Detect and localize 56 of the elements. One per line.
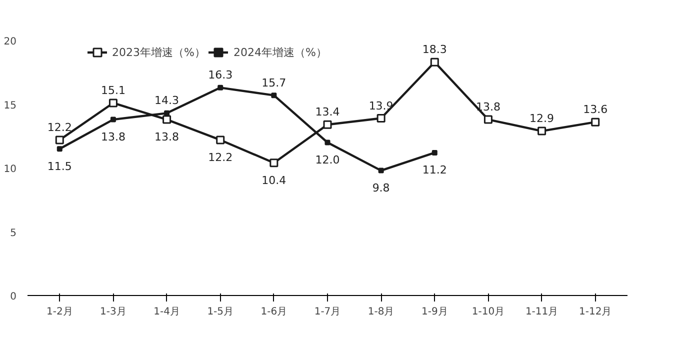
point	[218, 84, 224, 90]
data-label: 13.9	[368, 99, 394, 112]
point	[538, 126, 546, 136]
point	[55, 136, 64, 144]
point	[323, 120, 332, 129]
y-tick-label: 15	[4, 100, 17, 112]
data-label: 13.8	[476, 100, 500, 114]
x-tick-label: 1-8月	[368, 306, 394, 318]
x-tick-label: 1-4月	[154, 306, 180, 318]
data-label: 13.8	[154, 130, 180, 144]
data-label: 16.3	[208, 68, 233, 82]
point	[271, 92, 277, 98]
point	[376, 114, 386, 123]
x-tick-label: 1-9月	[421, 306, 448, 318]
point	[164, 110, 170, 116]
point	[110, 116, 116, 122]
data-label: 12.9	[530, 112, 554, 126]
point	[430, 58, 439, 66]
data-label: 15.1	[100, 84, 126, 97]
data-label: 15.7	[262, 76, 286, 90]
point	[270, 158, 278, 168]
x-tick-label: 1-5月	[207, 306, 234, 318]
data-label: 9.8	[372, 182, 390, 195]
x-tick-label: 1-2月	[46, 306, 73, 318]
point	[432, 150, 438, 156]
data-label: 12.2	[208, 150, 233, 164]
point	[162, 115, 172, 124]
legend-label: 2023年增速（%）	[112, 44, 206, 60]
point	[108, 98, 118, 108]
point	[378, 168, 384, 174]
y-tick-label: 20	[4, 36, 17, 48]
point	[591, 118, 600, 126]
data-label: 13.4	[315, 106, 340, 119]
x-tick-label: 1-11月	[525, 306, 558, 318]
x-tick-label: 1-12月	[579, 306, 612, 318]
y-tick-label: 0	[10, 292, 17, 302]
y-tick-label: 10	[4, 164, 17, 175]
data-label: 12.0	[315, 154, 340, 166]
point	[56, 146, 62, 152]
data-label: 18.3	[422, 43, 447, 56]
x-tick-label: 1-3月	[100, 306, 126, 318]
data-label: 14.3	[154, 94, 180, 108]
point	[216, 136, 225, 144]
legend-label: 2024年增速（%）	[233, 44, 327, 60]
y-tick-label: 5	[10, 228, 17, 239]
point	[324, 140, 330, 146]
data-label: 11.2	[422, 164, 447, 177]
data-label: 10.4	[262, 174, 286, 187]
data-label: 13.6	[583, 103, 608, 116]
x-tick-label: 1-10月	[472, 306, 505, 318]
x-tick-label: 1-7月	[314, 306, 341, 318]
x-tick-label: 1-6月	[260, 306, 288, 318]
data-label: 13.8	[100, 130, 126, 144]
data-label: 12.2	[47, 120, 72, 134]
point	[484, 115, 492, 124]
data-label: 11.5	[47, 160, 72, 173]
